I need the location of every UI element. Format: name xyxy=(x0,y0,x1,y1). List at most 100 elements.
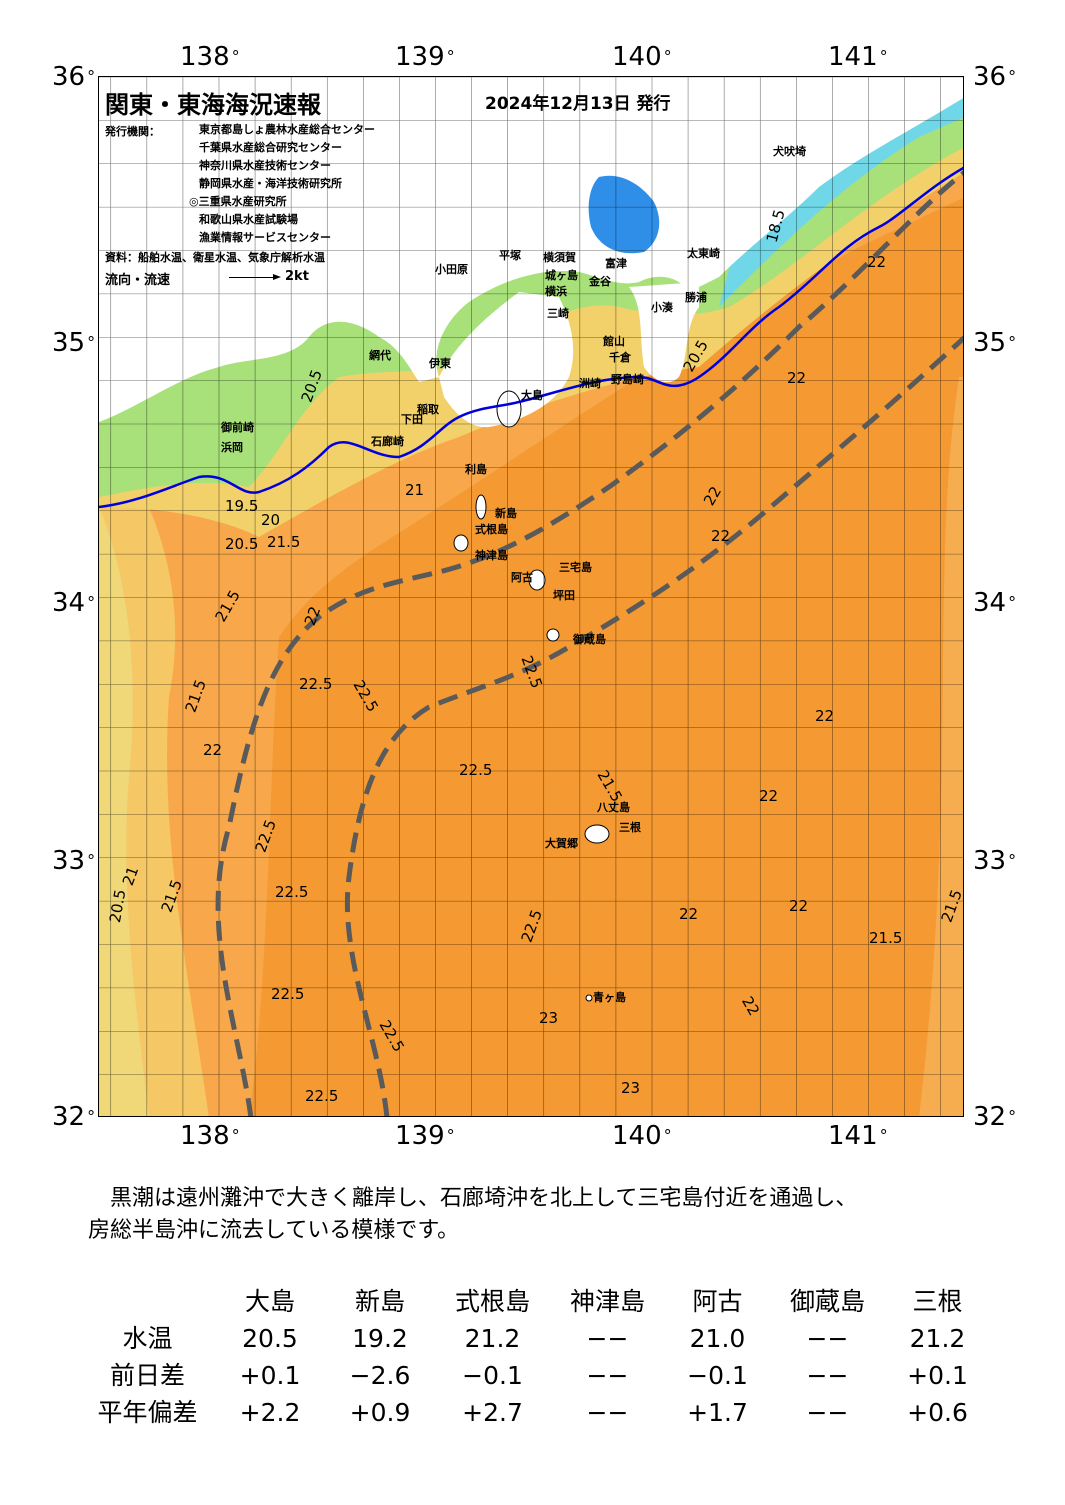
row-label: 前日差 xyxy=(109,1361,185,1390)
issuer-item: 東京都島しょ農林水産総合センター xyxy=(199,123,375,136)
place-label: 洲崎 xyxy=(579,377,601,390)
issuer-item: ◎三重県水産研究所 xyxy=(189,195,287,208)
sea-temperature-map: 関東・東海海況速報 2024年12月13日 発行 発行機関： 東京都島しょ農林水… xyxy=(98,76,964,1117)
lon-label-138-top: 138 ° xyxy=(180,42,240,72)
issuer-item: 和歌山県水産試験場 xyxy=(199,213,298,226)
isotherm-label: 19.5 xyxy=(225,497,259,515)
place-label: 式根島 xyxy=(475,523,508,536)
issuer-item: 静岡県水産・海洋技術研究所 xyxy=(199,177,342,190)
place-label: 金谷 xyxy=(589,275,611,288)
island-miyakejima xyxy=(528,569,546,591)
table-header: 阿古 xyxy=(692,1287,743,1316)
isotherm-label: 22 xyxy=(711,527,731,545)
place-label: 御蔵島 xyxy=(573,633,606,646)
place-label: 浜岡 xyxy=(221,441,243,454)
isotherm-label: 22.5 xyxy=(459,761,493,779)
lon-label-141-top: 141 ° xyxy=(828,42,888,72)
place-label: 小湊 xyxy=(651,301,673,314)
table-cell: −− xyxy=(586,1398,629,1427)
table-header: 御蔵島 xyxy=(789,1287,865,1316)
lat-label-32-right: 32 ° xyxy=(973,1102,1017,1132)
lon-label-141-bottom: 141 ° xyxy=(828,1121,888,1151)
place-label: 野島崎 xyxy=(611,373,644,386)
issue-date: 2024年12月13日 発行 xyxy=(485,94,671,114)
flow-legend-unit: 2kt xyxy=(285,269,309,284)
table-cell: −− xyxy=(586,1324,629,1353)
place-label: 犬吠埼 xyxy=(773,145,806,158)
table-cell: −0.1 xyxy=(687,1361,748,1390)
place-label: 三根 xyxy=(619,821,641,834)
place-label: 大島 xyxy=(521,389,543,402)
place-label: 館山 xyxy=(603,335,625,348)
lon-label-139-bottom: 139 ° xyxy=(395,1121,455,1151)
table-cell: 21.2 xyxy=(909,1324,966,1353)
issuer-item: 漁業情報サービスセンター xyxy=(199,231,331,244)
isotherm-label: 21.5 xyxy=(869,929,903,947)
issuer-list: 東京都島しょ農林水産総合センター 千葉県水産総合研究センター 神奈川県水産技術セ… xyxy=(189,121,375,247)
lat-label-36-left: 36 ° xyxy=(52,62,96,92)
isotherm-label: 22.5 xyxy=(299,675,333,693)
table-cell: +0.1 xyxy=(907,1361,968,1390)
place-label: 下田 xyxy=(401,413,423,426)
isotherm-label: 22 xyxy=(759,787,779,805)
place-label: 青ヶ島 xyxy=(593,991,626,1004)
isotherm-label: 22.5 xyxy=(275,883,309,901)
place-label: 伊東 xyxy=(429,357,451,370)
place-label: 網代 xyxy=(369,349,391,362)
isotherm-label: 22 xyxy=(867,253,887,271)
island-hachijojima xyxy=(584,824,610,844)
lat-label-33-right: 33 ° xyxy=(973,846,1017,876)
table-cell: +0.6 xyxy=(907,1398,968,1427)
lat-label-35-left: 35 ° xyxy=(52,328,96,358)
isotherm-label: 20.5 xyxy=(225,535,259,553)
summary-line: 黒潮は遠州灘沖で大きく離岸し、石廊埼沖を北上して三宅島付近を通過し、 xyxy=(110,1186,858,1211)
place-label: 勝浦 xyxy=(685,291,707,304)
issuer-item: 千葉県水産総合研究センター xyxy=(199,141,342,154)
place-label: 城ヶ島 xyxy=(545,269,578,282)
issuer-item: 神奈川県水産技術センター xyxy=(199,159,331,172)
isotherm-label: 22 xyxy=(789,897,809,915)
lat-label-34-right: 34 ° xyxy=(973,588,1017,618)
place-label: 利島 xyxy=(465,463,487,476)
place-label: 御前崎 xyxy=(221,421,254,434)
coastal-isoline xyxy=(99,166,963,509)
table-cell: +0.1 xyxy=(239,1361,301,1390)
east-cooler-region xyxy=(919,377,963,1116)
lat-label-33-left: 33 ° xyxy=(52,846,96,876)
place-label: 神津島 xyxy=(475,549,508,562)
isotherm-label: 22 xyxy=(787,369,807,387)
land-izu-peninsula xyxy=(439,292,574,428)
table-header: 三根 xyxy=(912,1287,963,1316)
place-label: 大賀郷 xyxy=(545,837,578,850)
table-cell: 21.2 xyxy=(464,1324,521,1353)
place-label: 八丈島 xyxy=(597,801,630,814)
isotherm-label: 22 xyxy=(679,905,699,923)
table-header: 式根島 xyxy=(454,1287,530,1316)
row-label: 水温 xyxy=(122,1324,173,1353)
flow-legend-arrowhead xyxy=(273,274,281,280)
table-cell: −− xyxy=(586,1361,629,1390)
place-label: 小田原 xyxy=(435,263,468,276)
lon-label-138-bottom: 138 ° xyxy=(180,1121,240,1151)
west-coast-band xyxy=(99,507,149,1116)
land-honshu xyxy=(99,77,963,422)
flow-legend-arrow xyxy=(229,277,275,278)
place-label: 新島 xyxy=(495,507,517,520)
isotherm-label: 21.5 xyxy=(267,533,301,551)
island-mikurajima xyxy=(546,628,560,642)
lat-label-35-right: 35 ° xyxy=(973,328,1017,358)
table-header: 新島 xyxy=(354,1287,405,1316)
island-aogashima xyxy=(585,994,593,1002)
tokyo-bay xyxy=(588,175,660,254)
kuroshio-southern-edge xyxy=(344,335,963,1116)
island-niijima xyxy=(475,494,487,520)
place-label: 太東崎 xyxy=(687,247,720,260)
place-label: 横須賀 xyxy=(543,251,576,264)
table-cell: 20.5 xyxy=(242,1324,298,1353)
lat-lon-grid xyxy=(99,77,963,1116)
issuer-label: 発行機関： xyxy=(105,125,160,138)
map-canvas xyxy=(99,77,963,1116)
table-cell: 21.0 xyxy=(689,1324,746,1353)
table-cell: −2.6 xyxy=(349,1361,411,1390)
row-label: 平年偏差 xyxy=(97,1398,198,1427)
